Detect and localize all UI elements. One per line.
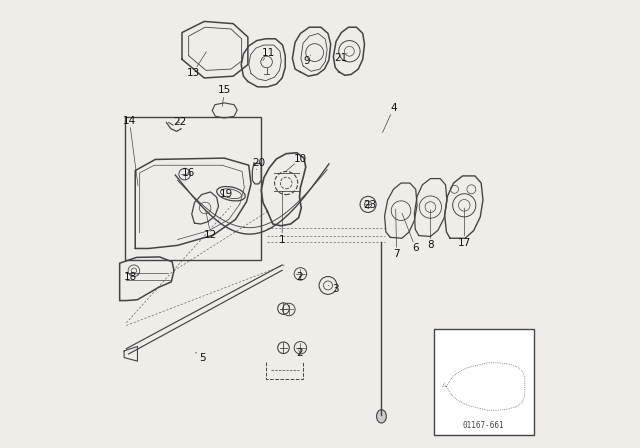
Text: 11: 11 [262, 47, 275, 58]
Ellipse shape [376, 409, 387, 423]
Text: 16: 16 [182, 168, 195, 178]
Text: 2: 2 [297, 272, 303, 282]
Text: 18: 18 [124, 271, 138, 281]
Text: 15: 15 [218, 86, 231, 95]
Text: 2: 2 [297, 348, 303, 358]
Text: 1: 1 [279, 235, 285, 245]
Text: 9: 9 [303, 56, 310, 66]
Text: 20: 20 [252, 158, 265, 168]
Text: 12: 12 [204, 230, 218, 240]
Text: 10: 10 [293, 155, 307, 164]
Text: 3: 3 [332, 284, 339, 293]
Text: 01167-661: 01167-661 [463, 421, 504, 430]
Text: 14: 14 [123, 116, 136, 126]
Text: 22: 22 [173, 117, 186, 128]
Bar [433, 329, 534, 435]
Text: 23: 23 [364, 200, 376, 210]
Text: 13: 13 [186, 68, 200, 78]
Text: 21: 21 [335, 53, 348, 63]
Text: 17: 17 [458, 238, 471, 248]
Text: 4: 4 [390, 103, 397, 113]
Text: 19: 19 [220, 189, 233, 199]
Text: 6: 6 [412, 243, 419, 254]
Text: 8: 8 [427, 241, 434, 250]
Bar [125, 117, 260, 260]
Text: 5: 5 [198, 353, 205, 362]
Text: 7: 7 [393, 249, 400, 259]
